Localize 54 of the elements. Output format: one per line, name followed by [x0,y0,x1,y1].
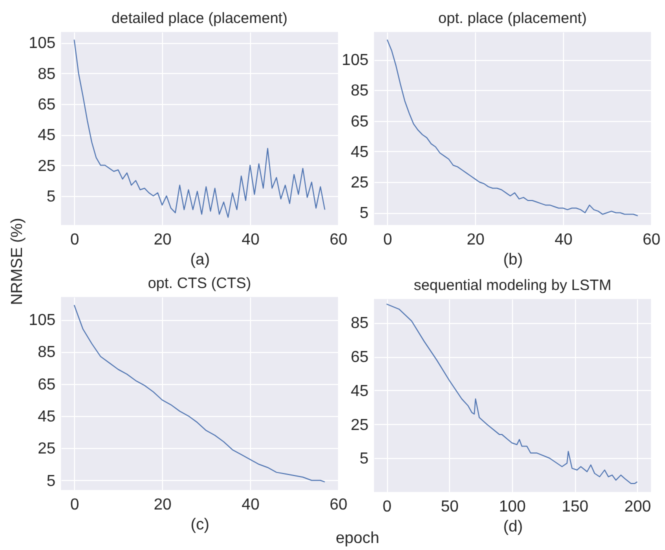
y-tick-label: 65 [350,113,369,130]
line-series [74,39,326,218]
y-tick-label: 85 [38,344,56,362]
x-tick-label: 100 [499,498,526,516]
y-tick-label: 5 [46,188,56,206]
x-tick-label: 150 [562,498,588,516]
x-tick-label: 40 [554,232,573,248]
y-tick-label: 85 [38,66,56,83]
y-tick-label: 25 [38,440,56,458]
x-tick-label: 0 [382,498,392,516]
line-series [386,304,638,484]
y-axis-title: NRMSE (%) [9,218,27,305]
y-tick-label: 45 [350,144,369,161]
y-tick-label: 105 [28,35,56,52]
y-tick-label: 45 [350,382,369,400]
y-tick-label: 65 [38,96,56,114]
x-axis-title: (c) [190,516,210,534]
x-tick-label: 60 [330,232,348,248]
chart-title: sequential modeling by LSTM [414,277,612,294]
y-tick-label: 85 [350,82,369,100]
x-tick-label: 20 [154,232,172,248]
x-axis-title: (b) [503,252,523,268]
chart-title: opt. place (placement) [438,10,587,27]
x-tick-label: 20 [154,496,172,514]
y-tick-label: 45 [38,408,56,426]
chart-title: opt. CTS (CTS) [148,275,252,292]
y-tick-label: 45 [38,127,56,144]
x-axis-title: (a) [190,252,210,268]
y-tick-label: 65 [350,349,369,366]
y-tick-label: 105 [342,52,369,70]
y-tick-label: 25 [38,158,56,175]
x-tick-label: 60 [330,496,348,514]
y-tick-label: 5 [46,472,56,490]
chart-title: detailed place (placement) [112,10,288,27]
line-series [74,304,326,482]
x-tick-label: 40 [242,496,260,514]
y-tick-label: 25 [350,416,369,434]
y-tick-label: 5 [360,205,369,222]
y-tick-label: 5 [360,450,369,468]
y-tick-label: 25 [350,174,369,192]
y-tick-label: 85 [350,315,369,332]
x-tick-label: 0 [70,232,80,248]
line-series [386,39,638,216]
x-tick-label: 60 [642,232,660,248]
x-axis-title: (d) [503,518,523,536]
x-tick-label: 20 [466,232,485,248]
x-tick-label: 0 [70,496,80,514]
x-tick-label: 0 [383,232,392,248]
x-tick-label: 200 [624,498,652,516]
y-tick-label: 105 [28,312,56,330]
text: epoch [336,530,380,547]
x-tick-label: 50 [440,498,459,516]
x-tick-label: 40 [242,232,260,248]
y-tick-label: 65 [38,376,56,394]
